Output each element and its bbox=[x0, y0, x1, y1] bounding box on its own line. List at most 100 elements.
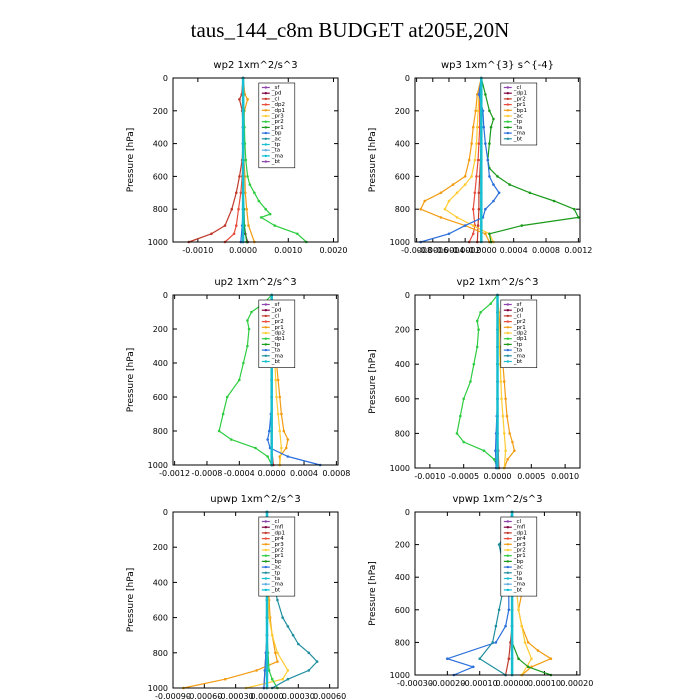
legend-marker bbox=[264, 120, 267, 123]
data-point bbox=[494, 641, 498, 644]
data-point bbox=[254, 446, 257, 450]
y-tick-label: 600 bbox=[395, 395, 410, 404]
data-point bbox=[247, 327, 251, 331]
data-point bbox=[241, 191, 245, 195]
panel-1: wp2 1xm^2/s^3 Pressure [hPa] 0 200 400 600 800… bbox=[126, 60, 347, 255]
data-point bbox=[423, 199, 427, 203]
legend-marker bbox=[264, 526, 267, 529]
data-point bbox=[491, 641, 494, 644]
legend-marker bbox=[264, 143, 267, 146]
y-tick-label: 600 bbox=[395, 606, 410, 615]
data-point bbox=[492, 458, 496, 461]
data-point bbox=[241, 224, 245, 227]
y-tick-label: 1000 bbox=[148, 461, 168, 470]
data-point bbox=[234, 224, 238, 227]
data-point bbox=[505, 414, 509, 418]
legend-label: _sf bbox=[271, 302, 281, 308]
legend-box bbox=[258, 516, 296, 597]
data-point bbox=[520, 224, 524, 227]
legend-label: _bp bbox=[513, 559, 524, 565]
data-point bbox=[513, 449, 516, 453]
data-point bbox=[508, 432, 511, 435]
data-point bbox=[265, 669, 269, 672]
legend-label: _ta bbox=[271, 348, 280, 354]
data-point bbox=[488, 175, 491, 178]
data-point bbox=[280, 412, 283, 416]
x-tick-label: -0.0006 bbox=[417, 246, 448, 255]
legend-label: _ac bbox=[271, 565, 281, 571]
y-tick-label: 1000 bbox=[390, 671, 410, 680]
legend-label: _tp bbox=[271, 570, 281, 576]
data-point bbox=[479, 311, 482, 314]
y-tick-label: 400 bbox=[395, 360, 410, 369]
data-point bbox=[248, 183, 252, 186]
legend-label: _cl bbox=[513, 313, 522, 319]
data-point bbox=[470, 142, 473, 145]
x-tick-label: 0.00010 bbox=[528, 679, 561, 688]
legend-label: _dp1 bbox=[271, 530, 285, 536]
data-point bbox=[476, 224, 480, 227]
data-point bbox=[439, 191, 443, 195]
data-point bbox=[282, 429, 286, 433]
data-point bbox=[477, 207, 481, 211]
data-point bbox=[469, 380, 472, 383]
data-point bbox=[225, 395, 229, 399]
data-point bbox=[528, 191, 532, 195]
legend-marker bbox=[264, 348, 267, 352]
legend-label: _bp bbox=[271, 131, 282, 137]
data-point bbox=[472, 362, 476, 366]
legend-label: _dp1 bbox=[513, 530, 527, 536]
legend-marker bbox=[264, 577, 267, 580]
legend-label: _bt bbox=[271, 587, 281, 593]
data-point bbox=[275, 395, 278, 399]
y-axis-label: Pressure [hPa] bbox=[126, 128, 136, 193]
data-point bbox=[497, 543, 501, 546]
data-point bbox=[517, 608, 520, 612]
y-tick-label: 200 bbox=[153, 543, 168, 552]
data-point bbox=[419, 207, 422, 211]
data-point bbox=[234, 191, 238, 195]
data-point bbox=[250, 310, 253, 314]
legend-label: _dp2 bbox=[271, 331, 285, 337]
data-point bbox=[475, 319, 479, 323]
legend-label: _ma bbox=[271, 353, 283, 359]
y-tick-label: 1000 bbox=[390, 464, 410, 473]
data-point bbox=[526, 665, 530, 669]
data-point bbox=[246, 344, 249, 348]
x-tick-label: 0.0000 bbox=[484, 472, 512, 481]
y-tick-label: 200 bbox=[395, 107, 410, 116]
data-point bbox=[451, 183, 455, 186]
legend-marker bbox=[506, 114, 509, 118]
legend-label: _pr1 bbox=[513, 102, 526, 108]
legend-marker bbox=[264, 154, 267, 158]
y-tick-label: 800 bbox=[153, 649, 168, 658]
x-tick-label: 0.0000 bbox=[229, 246, 257, 255]
legend-marker bbox=[506, 97, 509, 101]
y-tick-label: 0 bbox=[405, 508, 410, 517]
legend-label: _pr2 bbox=[271, 319, 284, 325]
legend-marker bbox=[264, 354, 267, 357]
x-tick-label: 0.00000 bbox=[496, 679, 529, 688]
legend-marker bbox=[264, 543, 267, 546]
data-point bbox=[245, 207, 248, 211]
data-point bbox=[455, 191, 459, 195]
data-point bbox=[480, 191, 483, 195]
legend-label: _ma bbox=[513, 582, 525, 588]
y-tick-label: 800 bbox=[153, 205, 168, 214]
data-point bbox=[498, 345, 501, 349]
data-point bbox=[443, 207, 447, 211]
data-point bbox=[477, 93, 481, 96]
legend-marker bbox=[506, 86, 509, 89]
data-point bbox=[482, 125, 486, 129]
data-point bbox=[476, 158, 480, 162]
data-point bbox=[257, 199, 261, 203]
panel-2: wp3 1xm^{3} s^{-4} Pressure [hPa] 0 200 400 6… bbox=[368, 60, 592, 255]
legend-label: _bt bbox=[271, 359, 281, 365]
x-tick-label: 0.00030 bbox=[282, 692, 315, 700]
data-point bbox=[496, 311, 499, 314]
legend-label: _tp bbox=[513, 342, 523, 348]
data-point bbox=[471, 232, 475, 236]
y-axis-label: Pressure [hPa] bbox=[368, 561, 378, 626]
legend-label: _pd bbox=[271, 308, 282, 314]
legend-marker bbox=[506, 583, 509, 586]
